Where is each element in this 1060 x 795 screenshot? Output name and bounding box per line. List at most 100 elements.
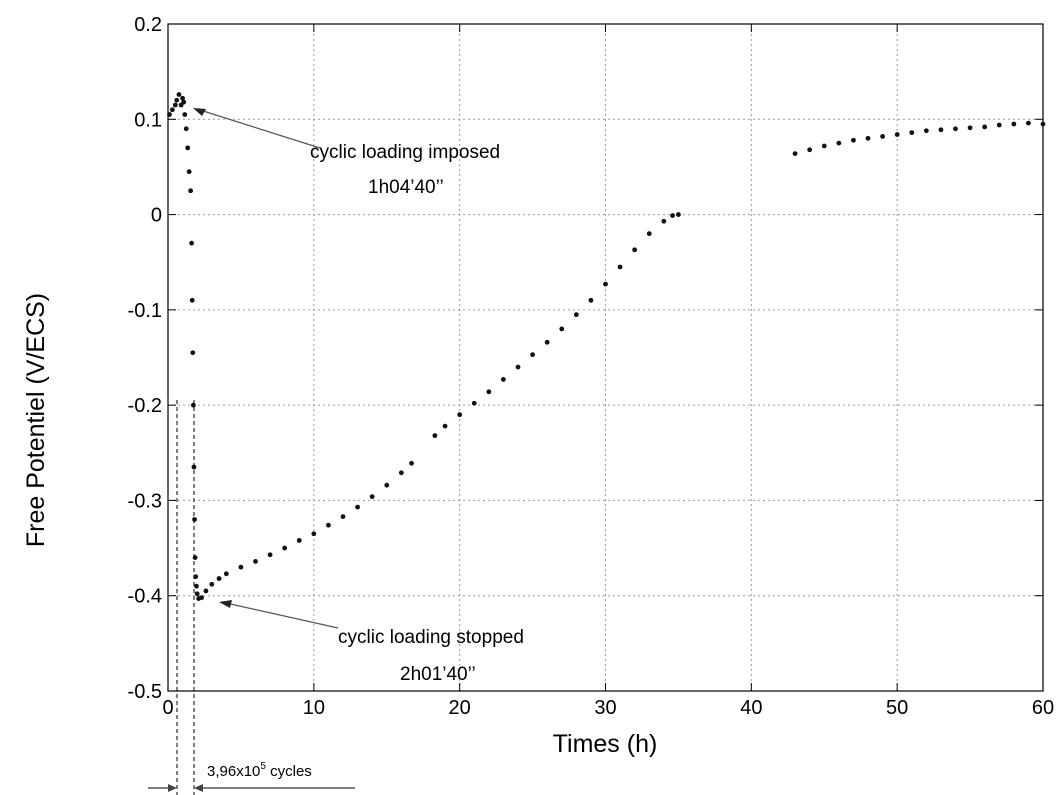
data-point (182, 112, 188, 117)
data-point (369, 494, 375, 500)
data-point (486, 389, 492, 395)
data-point (909, 130, 915, 136)
y-tick-label: -0.3 (128, 490, 162, 512)
annotation-arrowhead-imposed (193, 108, 206, 116)
data-point (409, 460, 414, 466)
x-tick-label: 40 (740, 697, 762, 719)
data-point (894, 132, 900, 137)
y-tick-label: -0.2 (128, 395, 162, 417)
data-points (167, 92, 1046, 601)
data-point (172, 102, 178, 108)
data-point (880, 134, 885, 139)
x-tick-label: 50 (886, 697, 908, 719)
data-point (646, 231, 652, 237)
data-point (267, 552, 273, 558)
data-point (432, 433, 438, 439)
data-point (326, 522, 331, 528)
cycles-left-arrowhead (168, 784, 177, 792)
data-point (792, 151, 798, 156)
data-point (661, 218, 667, 224)
data-point (559, 326, 565, 332)
data-point (180, 95, 185, 101)
data-point (457, 412, 463, 418)
data-point (190, 350, 196, 356)
data-point (169, 107, 175, 113)
data-point (544, 339, 550, 345)
data-point (296, 538, 302, 543)
data-point (199, 595, 204, 601)
data-point (238, 564, 244, 570)
data-point (194, 591, 200, 597)
x-tick-label: 30 (594, 697, 616, 719)
x-tick-label: 60 (1032, 697, 1054, 719)
data-point (192, 555, 198, 560)
x-axis-label: Times (h) (553, 730, 658, 758)
cycles-label-exponent: 5 (260, 761, 266, 772)
data-point (676, 212, 681, 217)
data-point (836, 140, 842, 146)
data-point (192, 517, 197, 522)
annotation-arrow-stopped (225, 602, 339, 629)
data-point (982, 124, 988, 130)
data-point (167, 112, 172, 117)
data-point (865, 135, 871, 141)
annotation-arrowhead-stopped (219, 600, 232, 608)
annotation-imposed-label: cyclic loading imposed (310, 142, 500, 163)
data-point (186, 169, 192, 175)
data-point (190, 402, 196, 408)
data-point (355, 504, 360, 510)
data-point (603, 281, 608, 287)
data-point (176, 92, 182, 97)
data-point (194, 583, 199, 589)
data-point (967, 125, 973, 131)
data-point (807, 147, 813, 153)
data-point (471, 400, 477, 406)
y-tick-label: 0.1 (134, 109, 162, 131)
data-point (588, 297, 594, 303)
data-point (191, 464, 197, 470)
annotation-stopped-time: 2h01’40’’ (400, 664, 476, 685)
data-point (183, 126, 189, 132)
x-tick-label: 20 (449, 697, 471, 719)
data-point (209, 581, 215, 587)
data-point (340, 514, 346, 520)
y-tick-label: -0.5 (128, 681, 162, 703)
x-tick-label: 10 (303, 697, 325, 719)
data-point (821, 143, 827, 149)
data-point (181, 99, 187, 105)
data-point (938, 127, 944, 133)
data-point (501, 377, 506, 382)
y-tick-label: 0.2 (134, 14, 162, 36)
data-point (189, 297, 195, 303)
annotation-imposed-time: 1h04’40’’ (368, 177, 444, 198)
cycles-label-main: 3,96x10 (207, 763, 260, 780)
data-point (670, 213, 675, 218)
data-point (617, 264, 623, 270)
data-point (1040, 121, 1046, 127)
data-point (573, 312, 579, 318)
data-point (530, 352, 535, 358)
data-point (953, 126, 958, 132)
y-tick-label: 0 (151, 205, 162, 227)
grid-lines (168, 24, 1043, 691)
data-point (203, 588, 209, 594)
x-tick-labels: 0 10 20 30 40 50 60 (162, 697, 1054, 719)
annotation-stopped-label: cyclic loading stopped (338, 627, 524, 648)
data-point (384, 482, 390, 488)
data-point (189, 240, 195, 246)
data-point (311, 531, 317, 537)
cycles-label: 3,96x105 cycles (207, 761, 312, 780)
data-point (996, 122, 1002, 128)
data-point (398, 470, 404, 476)
y-tick-labels: 0.2 0.1 0 -0.1 -0.2 -0.3 -0.4 -0.5 (128, 14, 162, 703)
cycles-right-arrowhead (194, 784, 203, 792)
y-tick-label: -0.1 (128, 300, 162, 322)
cycles-label-unit: cycles (266, 763, 312, 780)
data-point (193, 574, 199, 580)
data-point (185, 145, 191, 151)
data-point (174, 97, 180, 103)
data-point (1011, 121, 1017, 127)
data-point (216, 576, 222, 581)
data-point (923, 128, 929, 134)
data-point (282, 545, 288, 551)
